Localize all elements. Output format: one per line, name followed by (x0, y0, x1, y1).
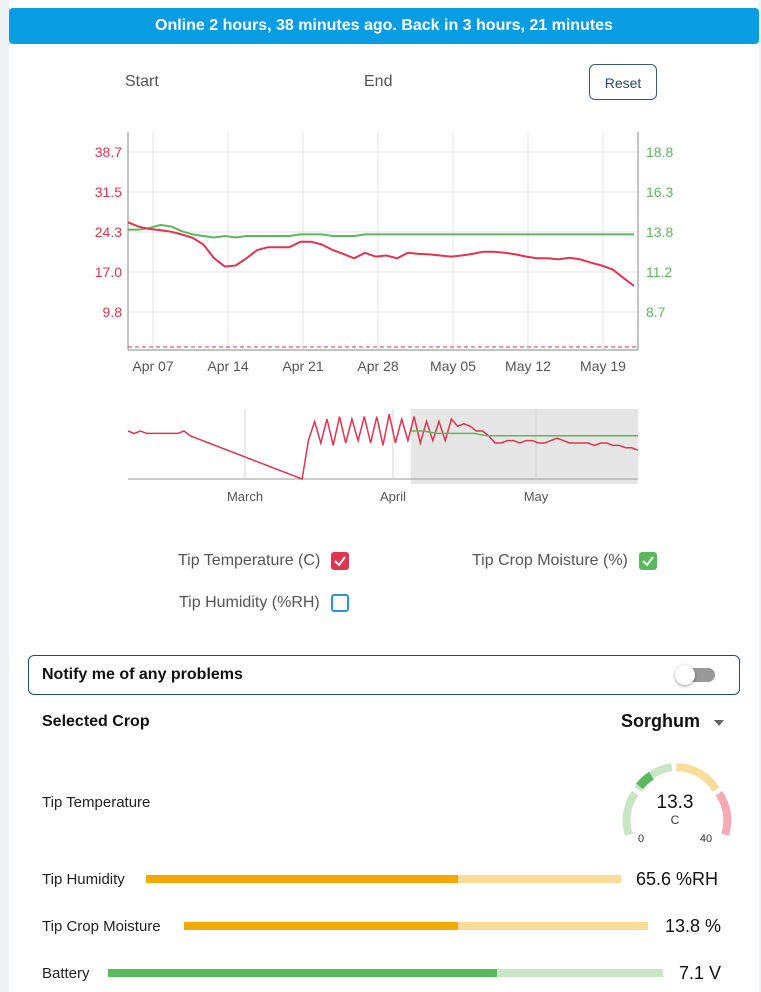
chevron-down-icon[interactable] (714, 720, 724, 726)
notify-label: Notify me of any problems (42, 666, 243, 683)
notify-panel: Notify me of any problems (28, 655, 740, 695)
legend-temperature-label: Tip Temperature (C) (178, 552, 321, 569)
checkmark-icon (334, 556, 346, 567)
x-tick-label: May 05 (430, 358, 476, 374)
legend-moisture-label: Tip Crop Moisture (%) (472, 552, 628, 569)
series-line-temperature (127, 221, 635, 287)
moisture-bar (184, 922, 648, 930)
y-right-tick-label: 11.2 (646, 264, 672, 280)
y-right-tick-label: 16.3 (646, 184, 673, 200)
x-tick-label: May 19 (580, 358, 626, 374)
battery-bar-fill (108, 969, 497, 977)
gauge-segment-hot (715, 791, 732, 836)
gauge-segment-low (622, 790, 639, 836)
navigator-tick-label: May (524, 489, 549, 504)
x-tick-label: Apr 14 (207, 358, 248, 374)
legend-humidity-checkbox[interactable] (331, 594, 349, 612)
y-left-tick-label: 38.7 (95, 144, 122, 160)
toggle-knob (675, 665, 695, 685)
tip-humidity-label: Tip Humidity (42, 871, 125, 888)
x-tick-label: May 12 (505, 358, 551, 374)
y-right-tick-label: 18.8 (646, 144, 673, 160)
main-line-chart[interactable]: Apr 07 Apr 14 Apr 21 Apr 28 May 05 May 12 May … (0, 120, 761, 390)
humidity-bar (146, 875, 621, 883)
series-line-moisture (128, 223, 634, 239)
navigator-selection[interactable] (411, 409, 638, 484)
battery-value: 7.1 V (679, 963, 722, 983)
selected-crop-label: Selected Crop (42, 713, 150, 730)
legend-temperature-checkbox[interactable] (331, 552, 349, 570)
moisture-bar-fill (184, 922, 458, 930)
battery-label: Battery (42, 965, 90, 982)
legend-moisture-checkbox[interactable] (639, 552, 657, 570)
y-left-tick-label: 31.5 (95, 184, 122, 200)
gauge-min: 0 (638, 833, 644, 845)
tip-crop-moisture-label: Tip Crop Moisture (42, 918, 161, 935)
y-right-tick-label: 13.8 (646, 224, 673, 240)
gauge-unit: C (671, 813, 680, 827)
dashboard-card (9, 0, 759, 992)
moisture-value: 13.8 % (665, 916, 722, 936)
x-tick-label: Apr 28 (357, 358, 398, 374)
y-left-tick-label: 9.8 (103, 304, 123, 320)
legend-humidity-label: Tip Humidity (%RH) (179, 594, 320, 611)
x-tick-label: Apr 07 (132, 358, 173, 374)
gauge-needle-marker (635, 771, 655, 790)
battery-bar (108, 969, 663, 977)
gauge-value: 13.3 (657, 792, 694, 813)
status-banner: Online 2 hours, 38 minutes ago. Back in … (9, 8, 759, 44)
y-right-tick-label: 8.7 (646, 304, 666, 320)
navigator-chart[interactable]: March April May (0, 400, 761, 510)
checkmark-icon (642, 556, 654, 567)
x-tick-label: Apr 21 (282, 358, 323, 374)
humidity-value: 65.6 %RH (636, 869, 719, 889)
gauge-max: 40 (700, 833, 712, 845)
navigator-temperature-line (127, 414, 639, 481)
navigator-tick-label: March (227, 489, 263, 504)
crop-select[interactable]: Sorghum (621, 711, 700, 731)
temperature-gauge: 13.3 C 0 40 (622, 763, 732, 845)
navigator-moisture-line (411, 430, 638, 437)
notify-toggle[interactable] (675, 665, 715, 685)
start-date-label[interactable]: Start (125, 73, 159, 90)
gauge-segment-warm (676, 763, 720, 792)
humidity-bar-fill (146, 875, 458, 883)
y-left-tick-label: 24.3 (95, 224, 122, 240)
end-date-label[interactable]: End (364, 73, 393, 90)
tip-temperature-label: Tip Temperature (42, 794, 151, 811)
y-left-tick-label: 17.0 (95, 264, 122, 280)
reset-button[interactable]: Reset (589, 64, 657, 100)
navigator-tick-label: April (380, 489, 406, 504)
